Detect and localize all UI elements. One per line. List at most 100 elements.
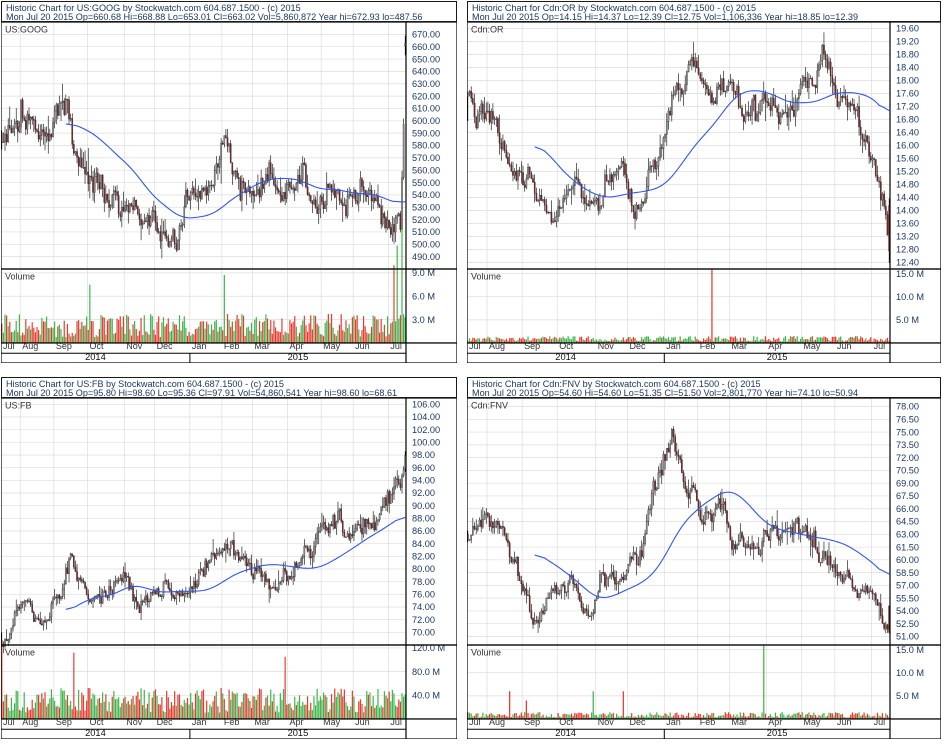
- svg-text:61.50: 61.50: [896, 542, 919, 552]
- svg-text:Feb: Feb: [224, 341, 240, 351]
- svg-text:15.0 M: 15.0 M: [896, 269, 924, 279]
- svg-text:550.00: 550.00: [412, 178, 440, 188]
- svg-text:52.50: 52.50: [896, 619, 919, 629]
- svg-text:40.0 M: 40.0 M: [412, 691, 440, 701]
- svg-text:500.00: 500.00: [412, 240, 440, 250]
- svg-text:15.20: 15.20: [896, 167, 919, 177]
- svg-text:86.00: 86.00: [412, 526, 435, 536]
- svg-text:Jun: Jun: [355, 341, 370, 351]
- svg-text:Jun: Jun: [837, 341, 852, 351]
- svg-text:490.00: 490.00: [412, 252, 440, 262]
- svg-text:Apr: Apr: [290, 341, 304, 351]
- svg-text:US:GOOG: US:GOOG: [5, 25, 48, 35]
- svg-text:74.00: 74.00: [412, 602, 435, 612]
- svg-text:620.00: 620.00: [412, 91, 440, 101]
- svg-text:540.00: 540.00: [412, 190, 440, 200]
- svg-text:12.80: 12.80: [896, 245, 919, 255]
- svg-text:54.00: 54.00: [896, 606, 919, 616]
- svg-text:560.00: 560.00: [412, 165, 440, 175]
- svg-text:Volume: Volume: [5, 647, 35, 657]
- svg-text:69.00: 69.00: [896, 478, 919, 488]
- svg-text:5.0 M: 5.0 M: [896, 315, 919, 325]
- svg-text:94.00: 94.00: [412, 476, 435, 486]
- svg-text:Apr: Apr: [768, 341, 782, 351]
- svg-text:Jul: Jul: [390, 341, 402, 351]
- svg-text:106.00: 106.00: [412, 400, 440, 410]
- svg-text:19.60: 19.60: [896, 24, 919, 34]
- svg-text:510.00: 510.00: [412, 227, 440, 237]
- svg-text:51.00: 51.00: [896, 632, 919, 642]
- svg-text:75.00: 75.00: [896, 427, 919, 437]
- svg-text:100.00: 100.00: [412, 438, 440, 448]
- svg-text:Sep: Sep: [56, 341, 72, 351]
- svg-text:63.00: 63.00: [896, 529, 919, 539]
- svg-text:2015: 2015: [288, 352, 309, 362]
- svg-text:Aug: Aug: [22, 341, 38, 351]
- svg-text:Nov: Nov: [126, 341, 143, 351]
- svg-text:14.40: 14.40: [896, 193, 919, 203]
- svg-text:18.40: 18.40: [896, 63, 919, 73]
- svg-text:104.00: 104.00: [412, 412, 440, 422]
- svg-text:2014: 2014: [85, 728, 106, 738]
- svg-text:12.40: 12.40: [896, 258, 919, 268]
- svg-text:640.00: 640.00: [412, 67, 440, 77]
- svg-text:10.0 M: 10.0 M: [896, 292, 924, 302]
- svg-text:Mar: Mar: [254, 341, 270, 351]
- svg-text:16.00: 16.00: [896, 141, 919, 151]
- svg-text:72.00: 72.00: [412, 615, 435, 625]
- svg-text:80.0 M: 80.0 M: [412, 667, 440, 677]
- svg-text:57.00: 57.00: [896, 581, 919, 591]
- svg-text:Volume: Volume: [471, 647, 501, 657]
- svg-text:May: May: [323, 341, 341, 351]
- svg-text:Dec: Dec: [630, 341, 647, 351]
- svg-text:88.00: 88.00: [412, 514, 435, 524]
- svg-text:Nov: Nov: [598, 341, 615, 351]
- svg-text:670.00: 670.00: [412, 30, 440, 40]
- svg-text:15.60: 15.60: [896, 154, 919, 164]
- svg-text:Dec: Dec: [157, 341, 174, 351]
- svg-text:Volume: Volume: [5, 271, 35, 281]
- svg-text:72.00: 72.00: [896, 453, 919, 463]
- svg-text:Jul: Jul: [874, 341, 886, 351]
- svg-text:Jan: Jan: [192, 341, 207, 351]
- svg-text:13.20: 13.20: [896, 232, 919, 242]
- svg-text:530.00: 530.00: [412, 202, 440, 212]
- svg-text:78.00: 78.00: [412, 577, 435, 587]
- svg-text:Cdn:FNV: Cdn:FNV: [471, 401, 508, 411]
- svg-text:73.50: 73.50: [896, 440, 919, 450]
- svg-text:55.50: 55.50: [896, 593, 919, 603]
- svg-text:600.00: 600.00: [412, 116, 440, 126]
- svg-text:Cdn:OR: Cdn:OR: [471, 25, 504, 35]
- svg-text:19.20: 19.20: [896, 37, 919, 47]
- svg-text:630.00: 630.00: [412, 79, 440, 89]
- svg-text:84.00: 84.00: [412, 539, 435, 549]
- svg-text:18.80: 18.80: [896, 50, 919, 60]
- svg-text:90.00: 90.00: [412, 501, 435, 511]
- svg-text:Oct: Oct: [559, 341, 574, 351]
- svg-text:2014: 2014: [555, 728, 576, 738]
- svg-text:Jul: Jul: [3, 341, 15, 351]
- svg-text:650.00: 650.00: [412, 54, 440, 64]
- svg-text:Jan: Jan: [666, 341, 681, 351]
- svg-text:96.00: 96.00: [412, 463, 435, 473]
- svg-text:92.00: 92.00: [412, 488, 435, 498]
- svg-text:76.00: 76.00: [412, 590, 435, 600]
- svg-text:67.50: 67.50: [896, 491, 919, 501]
- svg-text:May: May: [803, 341, 821, 351]
- svg-text:580.00: 580.00: [412, 141, 440, 151]
- svg-text:102.00: 102.00: [412, 425, 440, 435]
- svg-text:17.60: 17.60: [896, 89, 919, 99]
- svg-text:520.00: 520.00: [412, 215, 440, 225]
- svg-text:US:FB: US:FB: [5, 401, 32, 411]
- svg-text:70.00: 70.00: [412, 628, 435, 638]
- svg-text:590.00: 590.00: [412, 128, 440, 138]
- svg-text:Oct: Oct: [89, 341, 104, 351]
- svg-text:2015: 2015: [767, 352, 788, 362]
- svg-text:14.80: 14.80: [896, 180, 919, 190]
- svg-text:15.0 M: 15.0 M: [896, 645, 924, 655]
- svg-text:Aug: Aug: [489, 341, 505, 351]
- svg-text:78.00: 78.00: [896, 402, 919, 412]
- svg-text:570.00: 570.00: [412, 153, 440, 163]
- svg-text:80.00: 80.00: [412, 564, 435, 574]
- svg-text:16.40: 16.40: [896, 128, 919, 138]
